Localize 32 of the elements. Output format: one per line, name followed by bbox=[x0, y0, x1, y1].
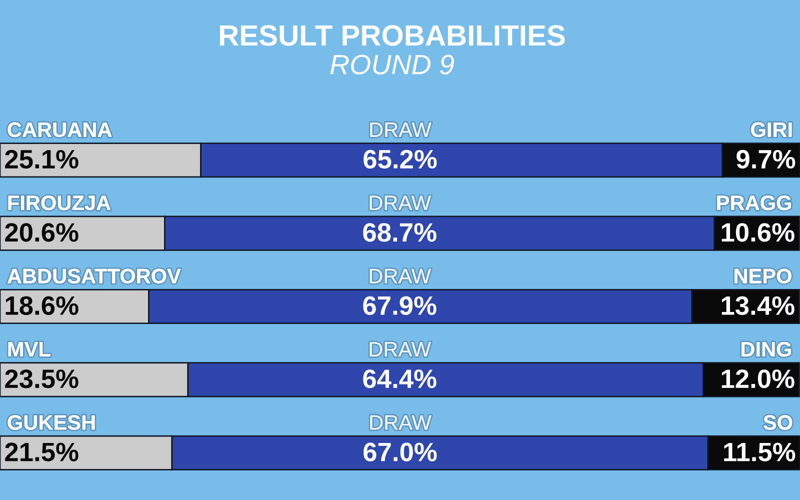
text: DRAW bbox=[370, 415, 432, 430]
text: DRAW bbox=[370, 342, 431, 356]
data-label: 12.0% bbox=[722, 369, 794, 388]
y-tick-label: ABDUSATTOROV bbox=[7, 268, 181, 284]
data-label: 20.6% bbox=[5, 223, 78, 242]
data-label: 25.1% bbox=[5, 150, 78, 169]
data-label: 64.4% bbox=[363, 369, 436, 388]
data-label: 67.9% bbox=[363, 296, 436, 315]
y-tick-label: FIROUZJA bbox=[8, 196, 111, 210]
series-label: DRAW bbox=[370, 122, 432, 137]
data-label: 9.7% bbox=[736, 150, 796, 169]
data-label: 11.5% bbox=[724, 442, 796, 462]
annotation: PRAGG bbox=[717, 196, 791, 210]
y-tick-label: CARUANA bbox=[8, 122, 112, 138]
data-label: 21.5% bbox=[5, 442, 78, 462]
annotation: SO bbox=[764, 415, 792, 430]
y-tick-label: GUKESH bbox=[8, 415, 95, 430]
data-label: 68.7% bbox=[363, 223, 436, 242]
text: DRAW bbox=[370, 268, 431, 284]
chart-subtitle: ROUND 9 bbox=[330, 54, 454, 74]
y-tick-label: MVL bbox=[8, 342, 50, 356]
data-label: 67.0% bbox=[364, 442, 437, 462]
annotation: GIRI bbox=[751, 122, 792, 138]
annotation: NEPO bbox=[734, 268, 792, 284]
data-label: 65.2% bbox=[364, 150, 437, 169]
data-label: 18.6% bbox=[6, 296, 78, 315]
data-label: 13.4% bbox=[722, 296, 794, 316]
chart-title: RESULT PROBABILITIES bbox=[220, 25, 565, 46]
text: DRAW bbox=[370, 196, 431, 210]
annotation: DING bbox=[742, 342, 791, 357]
data-label: 10.6% bbox=[722, 223, 794, 242]
data-label: 23.5% bbox=[5, 369, 78, 388]
